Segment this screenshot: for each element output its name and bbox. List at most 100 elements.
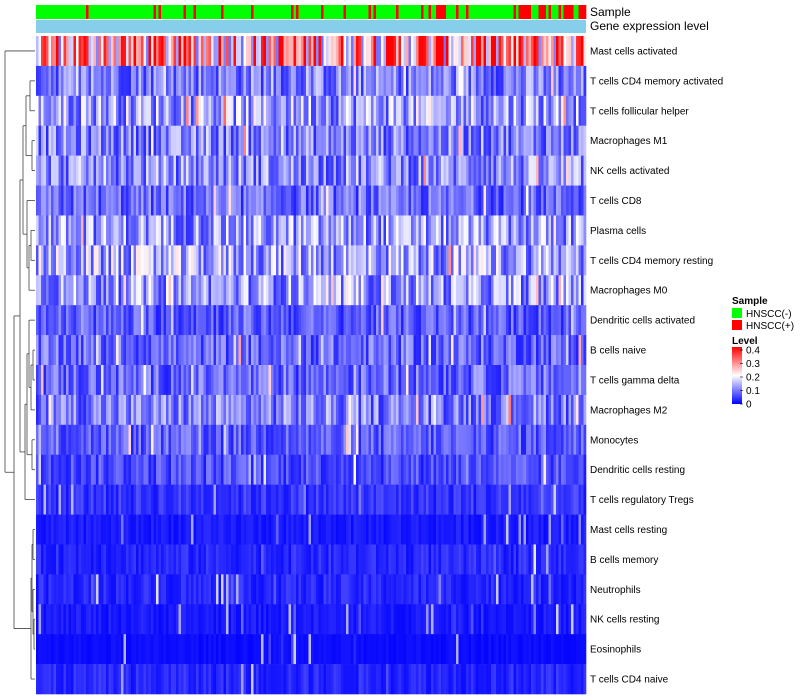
heatmap-cell	[63, 365, 67, 396]
heatmap-cell	[488, 245, 492, 276]
heatmap-cell	[73, 604, 77, 635]
heatmap-cell	[346, 604, 349, 635]
heatmap-cell	[213, 544, 217, 575]
heatmap-cell	[261, 544, 264, 575]
heatmap-cell	[241, 514, 244, 545]
heatmap-cell	[528, 275, 532, 306]
heatmap-cell	[193, 305, 197, 336]
heatmap-cell	[281, 36, 284, 67]
heatmap-cell	[126, 65, 129, 97]
heatmap-cell	[83, 125, 87, 156]
heatmap-cell	[506, 484, 509, 515]
heatmap-cell	[448, 424, 452, 456]
heatmap-cell	[106, 335, 109, 366]
heatmap-cell	[293, 335, 297, 366]
heatmap-cell	[391, 424, 394, 456]
heatmap-cell	[431, 275, 434, 306]
heatmap-cell	[456, 335, 459, 366]
heatmap-cell	[256, 125, 259, 156]
heatmap-cell	[73, 305, 77, 336]
heatmap-cell	[331, 95, 334, 127]
heatmap-cell	[383, 604, 387, 635]
heatmap-cell	[298, 215, 302, 246]
heatmap-cell	[523, 514, 527, 545]
heatmap-cell	[471, 65, 474, 97]
heatmap-cell	[341, 155, 344, 186]
heatmap-cell	[363, 155, 367, 186]
heatmap-cell	[283, 454, 287, 485]
heatmap-cell	[436, 125, 439, 156]
sample-cell	[351, 5, 354, 19]
heatmap-cell	[158, 335, 162, 366]
heatmap-cell	[91, 305, 94, 336]
heatmap-cell	[183, 514, 187, 545]
heatmap-cell	[323, 484, 327, 515]
heatmap-cell	[101, 305, 104, 336]
heatmap-cell	[546, 484, 549, 515]
heatmap-cell	[128, 155, 132, 186]
heatmap-cell	[378, 394, 382, 426]
heatmap-cell	[41, 604, 44, 635]
heatmap-cell	[408, 36, 412, 67]
heatmap-cell	[158, 634, 162, 665]
heatmap-cell	[76, 604, 79, 635]
heatmap-cell	[206, 574, 209, 605]
heatmap-cell	[548, 335, 552, 366]
heatmap-cell	[171, 544, 174, 575]
heatmap-cell	[303, 484, 307, 515]
heatmap-cell	[126, 245, 129, 276]
heatmap-cell	[56, 95, 59, 127]
heatmap-cell	[548, 604, 552, 635]
heatmap-cell	[381, 125, 384, 156]
heatmap-cell	[418, 125, 422, 156]
heatmap-cell	[361, 604, 364, 635]
heatmap-cell	[481, 335, 484, 366]
heatmap-cell	[421, 245, 424, 276]
heatmap-cell	[301, 36, 304, 67]
heatmap-cell	[583, 484, 587, 515]
heatmap-cell	[341, 634, 344, 665]
heatmap-cell	[78, 245, 82, 276]
heatmap-cell	[473, 574, 477, 605]
heatmap-cell	[258, 95, 262, 127]
heatmap-cell	[391, 305, 394, 336]
heatmap-cell	[563, 574, 567, 605]
heatmap-cell	[503, 574, 507, 605]
heatmap-cell	[171, 664, 174, 695]
heatmap-cell	[306, 215, 309, 246]
heatmap-cell	[373, 335, 377, 366]
heatmap-cell	[128, 365, 132, 396]
heatmap-cell	[248, 155, 252, 186]
heatmap-cell	[178, 305, 182, 336]
heatmap-cell	[156, 215, 159, 246]
heatmap-cell	[421, 424, 424, 456]
heatmap-cell	[546, 424, 549, 456]
sample-cell	[148, 5, 152, 19]
sample-cell	[63, 5, 67, 19]
heatmap-cell	[283, 574, 287, 605]
heatmap-cell	[313, 454, 317, 485]
heatmap-cell	[481, 424, 484, 456]
heatmap-cell	[178, 215, 182, 246]
heatmap-cell	[178, 185, 182, 216]
heatmap-cell	[336, 544, 339, 575]
heatmap-cell	[446, 215, 449, 246]
heatmap-cell	[338, 335, 342, 366]
heatmap-cell	[341, 215, 344, 246]
heatmap-cell	[396, 305, 399, 336]
heatmap-cell	[78, 424, 82, 456]
heatmap-cell	[181, 125, 184, 156]
heatmap-cell	[208, 514, 212, 545]
heatmap-cell	[568, 454, 572, 485]
heatmap-cell	[441, 484, 444, 515]
heatmap-cell	[98, 424, 102, 456]
heatmap-cell	[538, 574, 542, 605]
sample-cell	[108, 5, 112, 19]
heatmap-cell	[371, 544, 374, 575]
heatmap-cell	[351, 275, 354, 306]
heatmap-cell	[128, 484, 132, 515]
heatmap-cell	[63, 664, 67, 695]
sample-cell	[311, 5, 314, 19]
heatmap-cell	[63, 155, 67, 186]
heatmap-cell	[373, 65, 377, 97]
